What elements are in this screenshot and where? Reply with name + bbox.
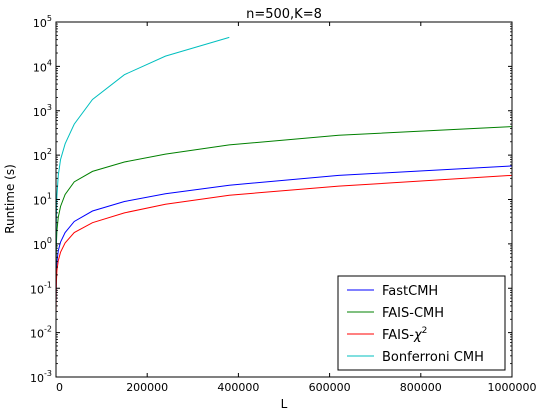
x-tick-label: 800000 <box>400 381 442 394</box>
y-tick-label: 105 <box>33 14 52 30</box>
x-tick-label: 400000 <box>217 381 259 394</box>
legend-label: FAIS-χ2 <box>382 326 427 343</box>
legend-label: FastCMH <box>382 284 438 299</box>
y-axis-title: Runtime (s) <box>3 164 17 234</box>
y-tick-label: 104 <box>33 58 52 74</box>
legend-label: FAIS-CMH <box>382 306 444 321</box>
series-line-2 <box>55 174 513 312</box>
axis-ticks: 0 200000 400000 600000 800000 1000000 10-3 10-2… <box>30 14 536 394</box>
y-tick-label: 100 <box>33 236 52 252</box>
x-tick-label: 600000 <box>309 381 351 394</box>
y-tick-label: 10-1 <box>30 280 52 296</box>
y-tick-label: 102 <box>33 147 52 163</box>
y-tick-label: 101 <box>33 192 52 208</box>
x-tick-label: 1000000 <box>488 381 537 394</box>
y-tick-label: 103 <box>33 103 52 119</box>
y-tick-label: 10-2 <box>30 325 52 341</box>
legend-box <box>337 275 506 371</box>
x-tick-label: 0 <box>56 381 63 394</box>
legend: FastCMH FAIS-CMH FAIS-χ2 Bonferroni CMH <box>337 275 506 371</box>
y-tick-label: 10-3 <box>30 369 52 385</box>
chart-title: n=500,K=8 <box>246 7 322 22</box>
x-tick-label: 200000 <box>126 381 168 394</box>
legend-label: Bonferroni CMH <box>382 350 484 365</box>
x-axis-title: L <box>281 397 288 411</box>
